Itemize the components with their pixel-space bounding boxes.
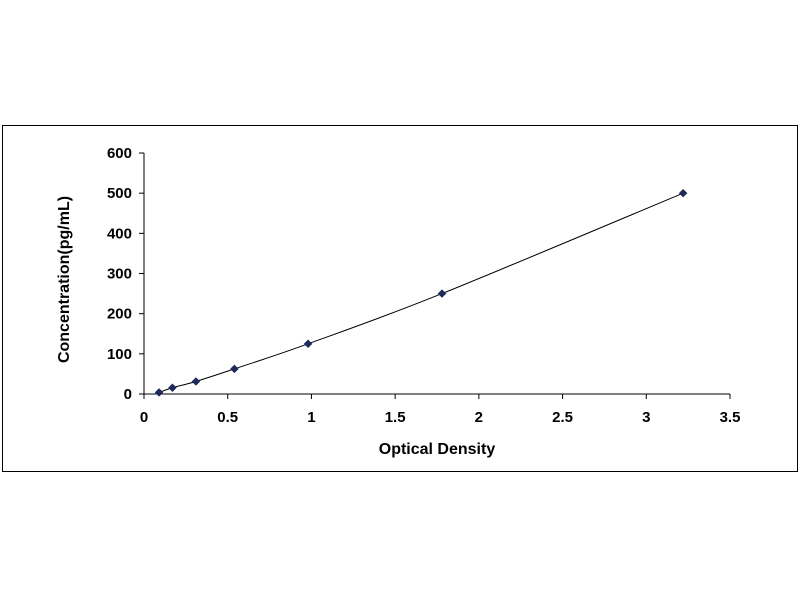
x-tick-label: 1.5: [385, 409, 406, 426]
data-point: [678, 188, 688, 198]
data-point: [303, 339, 313, 349]
y-axis-title: Concentration(pg/mL): [56, 196, 73, 363]
data-points: [154, 188, 688, 397]
data-point: [191, 377, 201, 386]
y-tick-label: 500: [107, 185, 132, 202]
x-tick-label: 2: [475, 409, 483, 426]
y-tick-label: 300: [107, 266, 132, 283]
chart-plot: 0 100 200 300 400 500 600 0 0.5 1 1.5 2 2.5 3 3.5 Opti…: [56, 145, 740, 458]
x-tick-label: 0: [140, 409, 148, 426]
trend-line: [158, 192, 684, 393]
x-tick-label: 0.5: [217, 409, 238, 426]
x-tick-label: 3.5: [720, 409, 741, 426]
y-tick-label: 0: [124, 386, 132, 403]
x-axis-title: Optical Density: [379, 441, 496, 458]
axes: [139, 152, 731, 399]
data-point: [230, 364, 239, 374]
x-tick-label: 3: [642, 409, 650, 426]
tick-labels: 0 100 200 300 400 500 600 0 0.5 1 1.5 2 2.5 3 3.5: [107, 145, 740, 426]
data-point: [437, 289, 447, 298]
x-tick-label: 2.5: [552, 409, 573, 426]
chart-frame: 0 100 200 300 400 500 600 0 0.5 1 1.5 2 2.5 3 3.5 Opti…: [2, 125, 798, 472]
y-tick-label: 400: [107, 225, 132, 242]
data-point: [154, 388, 164, 397]
x-tick-label: 1: [307, 409, 315, 426]
y-tick-label: 100: [107, 346, 132, 363]
y-tick-label: 600: [107, 145, 132, 162]
data-point: [168, 383, 177, 393]
y-tick-label: 200: [107, 306, 132, 323]
